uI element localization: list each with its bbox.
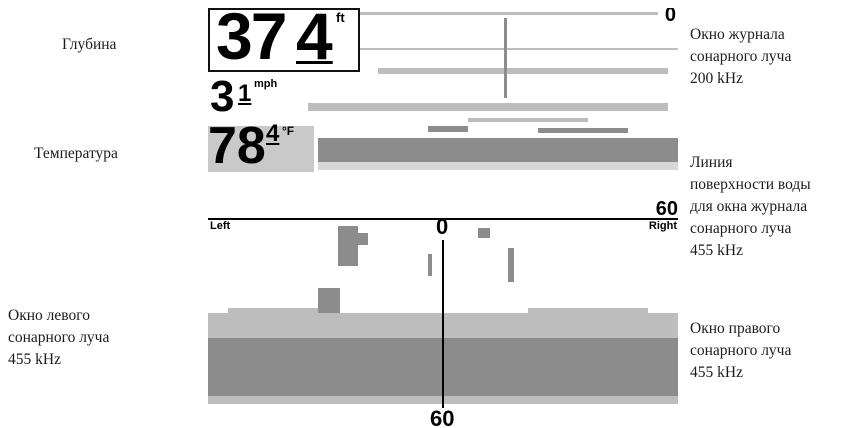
callout-surface-line: Линия поверхности воды для окна журнала … (690, 154, 811, 259)
depth-readout-box (208, 8, 360, 72)
speed-integer: 3 (210, 72, 235, 121)
sonar-returns (208, 12, 678, 408)
depth-decimal: 4 (296, 8, 333, 73)
top-depth-zero: 0 (664, 8, 676, 26)
depth-integer: 37 (216, 8, 287, 73)
top-depth-60: 60 (655, 198, 678, 220)
temperature-unit: °F (282, 124, 295, 138)
temperature-decimal: 4 (266, 120, 280, 147)
temperature-integer: 78 (208, 117, 266, 175)
temperature-background (208, 126, 314, 172)
right-label: Right (648, 220, 677, 232)
speed-decimal: 1 (238, 80, 252, 107)
callout-right-window: Окно правого сонарного луча 455 kHz (690, 320, 792, 381)
callout-depth: Глубина (62, 36, 117, 53)
callout-log-200khz: Окно журнала сонарного луча 200 kHz (690, 26, 792, 87)
callout-temperature: Температура (34, 145, 118, 162)
depth-unit: ft (336, 10, 345, 25)
sonar-screen: 37 4 ft 3 1 mph 78 4 °F 0 60 Left Right … (208, 8, 678, 428)
center-zero: 0 (436, 214, 449, 239)
speed-unit: mph (254, 78, 278, 90)
bottom-depth-60: 60 (430, 406, 455, 428)
callout-left-window: Окно левого сонарного луча 455 kHz (8, 307, 110, 368)
left-label: Left (210, 220, 231, 232)
